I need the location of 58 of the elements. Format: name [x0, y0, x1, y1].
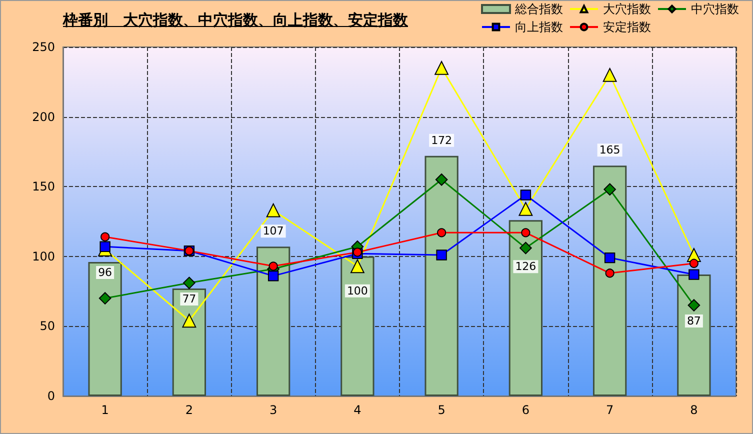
point — [518, 202, 533, 216]
point — [604, 183, 616, 196]
point — [688, 299, 700, 312]
point — [182, 314, 196, 328]
data-label: 165 — [599, 144, 620, 157]
x-tick-label: 3 — [269, 403, 278, 417]
y-tick-label: 0 — [47, 389, 55, 403]
data-label: 96 — [98, 266, 112, 279]
point — [437, 228, 446, 238]
point — [100, 241, 110, 252]
y-tick-label: 150 — [32, 180, 55, 194]
bar — [508, 220, 543, 396]
data-label: 77 — [182, 292, 196, 306]
legend-label: 総合指数 — [514, 2, 563, 16]
x-tick-label: 8 — [690, 403, 698, 417]
point — [520, 242, 532, 254]
x-tick-label: 5 — [438, 403, 446, 417]
point — [435, 173, 448, 186]
x-tick-label: 7 — [606, 403, 614, 417]
point — [436, 250, 447, 260]
y-tick-label: 50 — [40, 319, 55, 334]
data-label: 87 — [686, 314, 701, 328]
bar — [256, 246, 290, 396]
point — [520, 190, 532, 200]
point — [350, 259, 364, 274]
y-tick-label: 200 — [32, 110, 55, 124]
point — [100, 232, 110, 242]
x-tick-label: 4 — [354, 403, 362, 417]
point — [604, 252, 616, 264]
point — [605, 268, 614, 278]
bar — [424, 156, 458, 396]
legend-label: 安定指数 — [603, 20, 651, 34]
point — [688, 269, 700, 280]
point — [266, 203, 280, 218]
point — [268, 262, 278, 271]
y-tick-label: 100 — [32, 249, 55, 264]
point — [183, 276, 196, 290]
legend-label: 向上指数 — [515, 20, 563, 34]
legend-label: 中穴指数 — [691, 2, 739, 16]
point — [434, 60, 449, 75]
legend-label: 大穴指数 — [603, 2, 651, 16]
data-label: 100 — [346, 284, 368, 298]
point — [689, 258, 698, 268]
data-label: 107 — [262, 224, 284, 238]
bar — [677, 274, 711, 396]
point — [98, 292, 112, 304]
y-tick-label: 250 — [32, 40, 55, 54]
bar — [88, 262, 122, 396]
data-label: 126 — [515, 260, 536, 274]
x-tick-label: 1 — [101, 403, 109, 417]
x-tick-label: 6 — [522, 403, 530, 417]
point — [268, 270, 279, 282]
bar — [592, 166, 627, 396]
x-tick-label: 2 — [185, 403, 194, 417]
point — [521, 228, 530, 238]
data-label: 172 — [431, 134, 452, 147]
chart-title: 枠番別 大穴指数、中穴指数、向上指数、安定指数 — [63, 11, 408, 30]
point — [602, 68, 617, 82]
